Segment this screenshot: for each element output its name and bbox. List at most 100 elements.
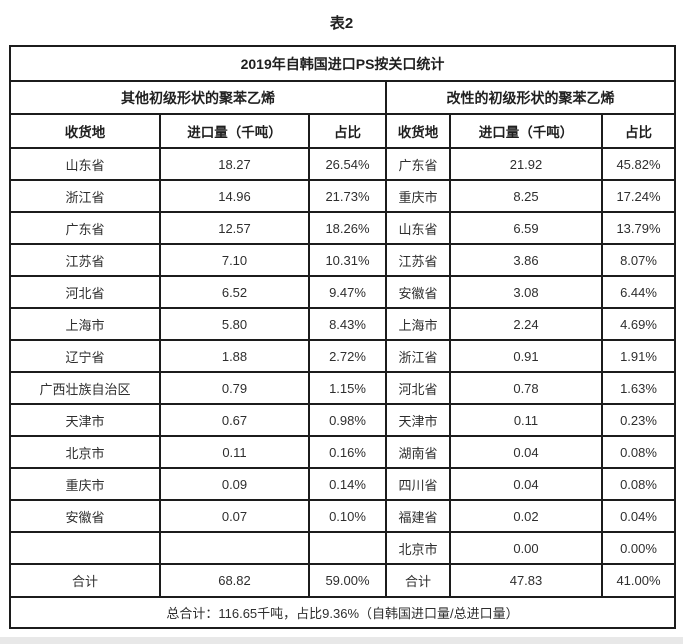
qty-cell: 0.09 [159, 467, 310, 501]
table-row: 北京市 0.11 0.16% 湖南省 0.04 0.08% [9, 435, 677, 469]
region-cell: 湖南省 [385, 435, 451, 469]
pct-cell: 9.47% [308, 275, 387, 309]
qty-cell: 0.04 [449, 467, 603, 501]
pct-cell: 0.04% [600, 499, 677, 533]
region-cell: 安徽省 [9, 499, 161, 533]
region-cell: 上海市 [385, 307, 451, 341]
qty-cell: 0.79 [159, 371, 310, 405]
qty-cell: 6.59 [449, 211, 603, 245]
pct-cell: 17.24% [600, 179, 677, 213]
region-cell: 北京市 [385, 531, 451, 565]
pct-cell: 0.14% [308, 467, 387, 501]
qty-cell: 0.04 [449, 435, 603, 469]
qty-cell: 3.86 [449, 243, 603, 277]
qty-cell: 3.08 [449, 275, 603, 309]
region-cell: 辽宁省 [9, 339, 161, 373]
qty-cell: 12.57 [159, 211, 310, 245]
qty-cell: 7.10 [159, 243, 310, 277]
pct-cell [308, 531, 387, 565]
region-cell: 浙江省 [385, 339, 451, 373]
pct-cell: 0.10% [308, 499, 387, 533]
pct-cell: 45.82% [600, 147, 677, 181]
pct-cell: 0.98% [308, 403, 387, 437]
pct-cell: 1.15% [308, 371, 387, 405]
table-row: 广西壮族自治区 0.79 1.15% 河北省 0.78 1.63% [9, 371, 677, 405]
table-row: 辽宁省 1.88 2.72% 浙江省 0.91 1.91% [9, 339, 677, 373]
page-caption: 表2 [329, 15, 354, 32]
qty-cell: 8.25 [449, 179, 603, 213]
table-row: 浙江省 14.96 21.73% 重庆市 8.25 17.24% [9, 179, 677, 213]
column-header-qty-right: 进口量（千吨） [449, 113, 603, 149]
pct-cell: 18.26% [308, 211, 387, 245]
section-header-modified-ps: 改性的初级形状的聚苯乙烯 [384, 80, 677, 115]
total-label-right: 合计 [385, 563, 451, 598]
bottom-divider [0, 637, 683, 644]
region-cell: 江苏省 [9, 243, 161, 277]
pct-cell: 1.63% [600, 371, 677, 405]
region-cell: 山东省 [9, 147, 161, 181]
qty-cell: 0.67 [159, 403, 310, 437]
qty-cell: 5.80 [159, 307, 310, 341]
pct-cell: 13.79% [600, 211, 677, 245]
pct-cell: 6.44% [600, 275, 677, 309]
qty-cell: 2.24 [449, 307, 603, 341]
qty-cell: 0.11 [449, 403, 603, 437]
pct-cell: 21.73% [308, 179, 387, 213]
column-header-region-right: 收货地 [385, 113, 451, 149]
qty-cell: 0.78 [449, 371, 603, 405]
region-cell: 重庆市 [9, 467, 161, 501]
region-cell: 河北省 [9, 275, 161, 309]
table-row: 重庆市 0.09 0.14% 四川省 0.04 0.08% [9, 467, 677, 501]
qty-cell [159, 531, 310, 565]
qty-cell: 0.00 [449, 531, 603, 565]
table-title-row: 2019年自韩国进口PS按关口统计 [8, 45, 677, 82]
pct-cell: 0.08% [600, 435, 677, 469]
region-cell: 安徽省 [385, 275, 451, 309]
qty-cell: 21.92 [449, 147, 603, 181]
column-header-pct-left: 占比 [308, 113, 387, 149]
total-qty-right: 47.83 [449, 563, 603, 598]
region-cell: 天津市 [9, 403, 161, 437]
qty-cell: 0.02 [449, 499, 603, 533]
column-header-region-left: 收货地 [9, 113, 161, 149]
grand-total-row: 总合计：116.65千吨，占比9.36%（自韩国进口量/总进口量） [8, 596, 677, 629]
pct-cell: 0.16% [308, 435, 387, 469]
pct-cell: 0.08% [600, 467, 677, 501]
region-cell: 浙江省 [9, 179, 161, 213]
table-body: 山东省 18.27 26.54% 广东省 21.92 45.82% 浙江省 14… [9, 147, 677, 565]
pct-cell: 0.23% [600, 403, 677, 437]
table-row: 江苏省 7.10 10.31% 江苏省 3.86 8.07% [9, 243, 677, 277]
table-row: 山东省 18.27 26.54% 广东省 21.92 45.82% [9, 147, 677, 181]
pct-cell: 0.00% [600, 531, 677, 565]
column-header-pct-right: 占比 [600, 113, 677, 149]
region-cell: 上海市 [9, 307, 161, 341]
region-cell: 广东省 [9, 211, 161, 245]
table-row: 北京市 0.00 0.00% [9, 531, 677, 565]
table-row: 上海市 5.80 8.43% 上海市 2.24 4.69% [9, 307, 677, 341]
qty-cell: 18.27 [159, 147, 310, 181]
pct-cell: 10.31% [308, 243, 387, 277]
region-cell: 广西壮族自治区 [9, 371, 161, 405]
region-cell: 河北省 [385, 371, 451, 405]
pct-cell: 8.43% [308, 307, 387, 341]
qty-cell: 0.07 [159, 499, 310, 533]
qty-cell: 14.96 [159, 179, 310, 213]
region-cell: 福建省 [385, 499, 451, 533]
qty-cell: 0.91 [449, 339, 603, 373]
total-qty-left: 68.82 [159, 563, 310, 598]
import-stats-table: 2019年自韩国进口PS按关口统计 其他初级形状的聚苯乙烯 改性的初级形状的聚苯… [8, 45, 677, 629]
table-title: 2019年自韩国进口PS按关口统计 [8, 45, 677, 82]
table-row: 河北省 6.52 9.47% 安徽省 3.08 6.44% [9, 275, 677, 309]
region-cell: 四川省 [385, 467, 451, 501]
grand-total-note: 总合计：116.65千吨，占比9.36%（自韩国进口量/总进口量） [8, 596, 677, 629]
table-row: 广东省 12.57 18.26% 山东省 6.59 13.79% [9, 211, 677, 245]
section-header-row: 其他初级形状的聚苯乙烯 改性的初级形状的聚苯乙烯 [9, 80, 677, 115]
table-row: 天津市 0.67 0.98% 天津市 0.11 0.23% [9, 403, 677, 437]
pct-cell: 8.07% [600, 243, 677, 277]
section-header-other-ps: 其他初级形状的聚苯乙烯 [9, 80, 387, 115]
column-header-row: 收货地 进口量（千吨） 占比 收货地 进口量（千吨） 占比 [9, 113, 677, 149]
region-cell: 山东省 [385, 211, 451, 245]
pct-cell: 4.69% [600, 307, 677, 341]
region-cell: 广东省 [385, 147, 451, 181]
total-pct-right: 41.00% [600, 563, 677, 598]
